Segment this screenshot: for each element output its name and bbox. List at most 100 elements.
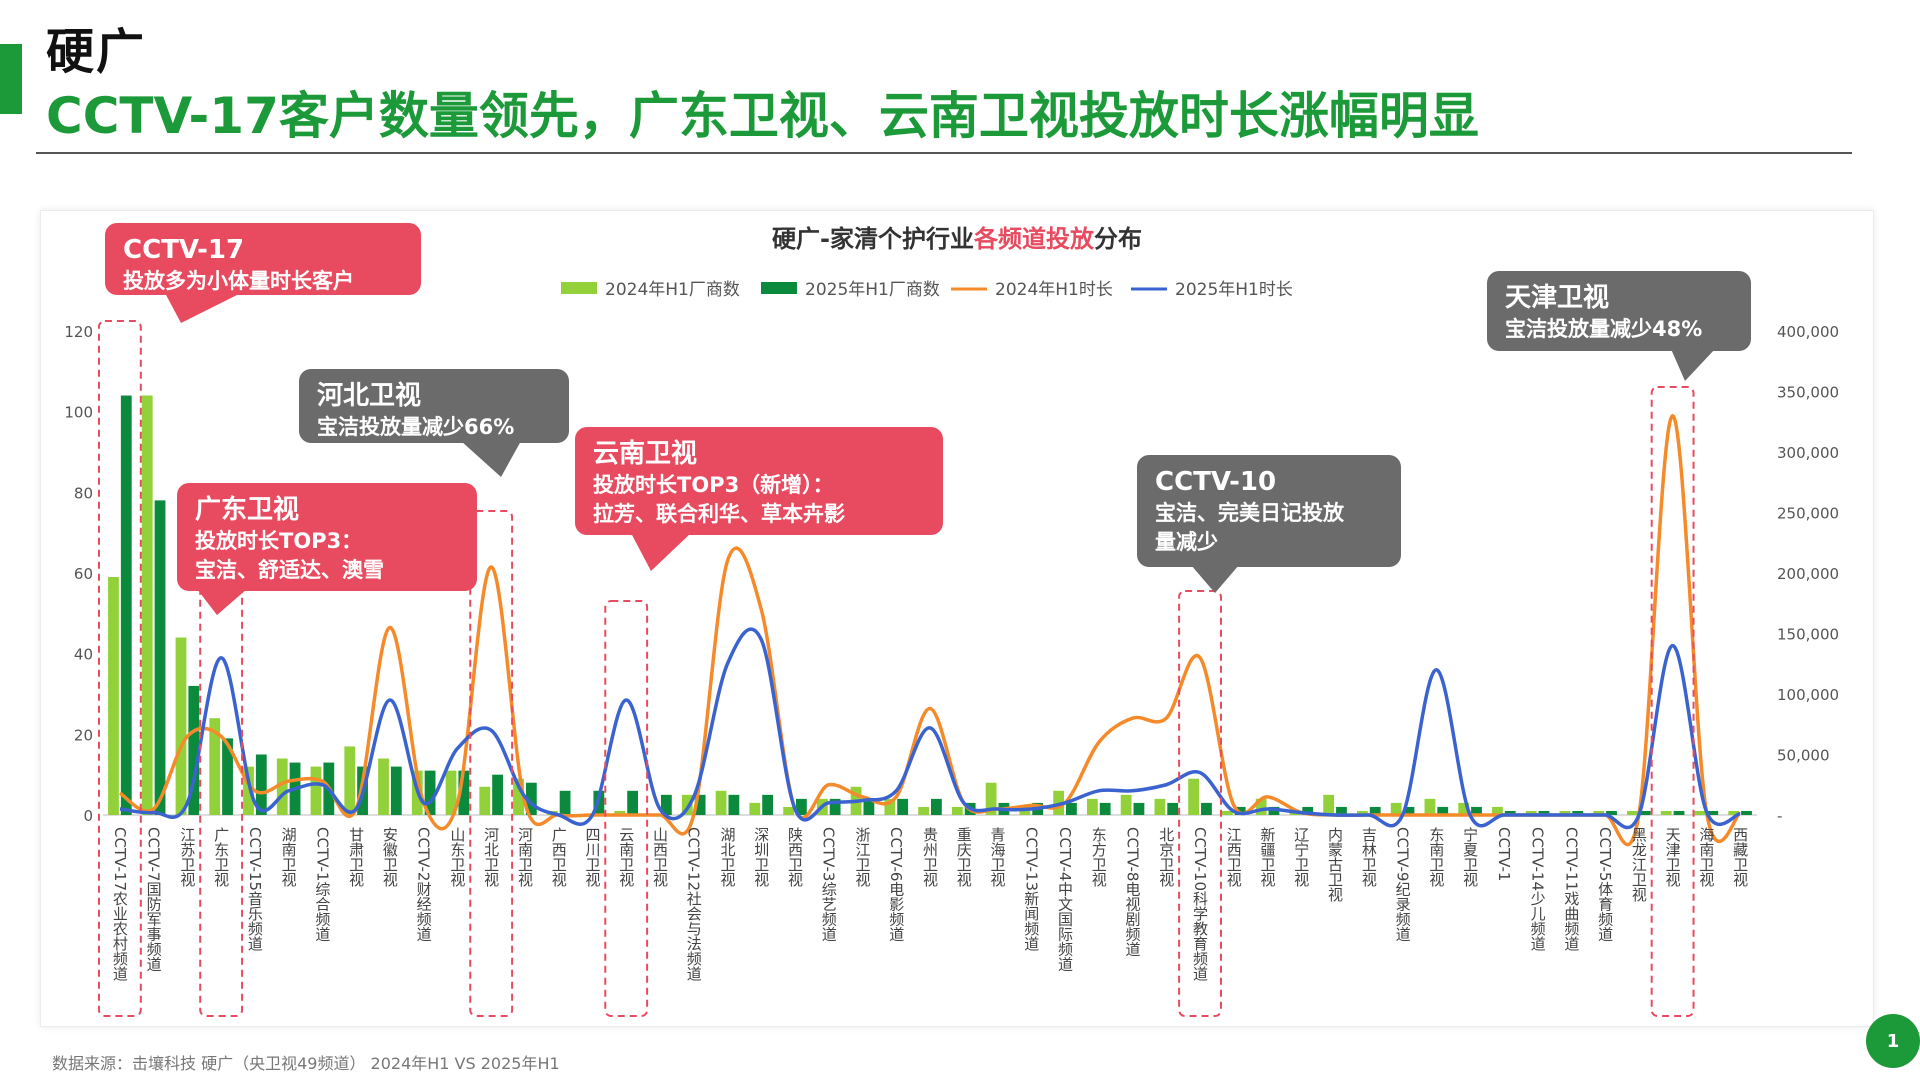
callout-guangdong: 广东卫视 投放时长TOP3： 宝洁、舒适达、澳雪 xyxy=(177,483,477,591)
header-accent-bar xyxy=(0,44,22,114)
bar-2024 xyxy=(243,766,254,815)
bar-2025 xyxy=(458,770,470,815)
page-number-badge: 1 xyxy=(1866,1014,1920,1068)
legend-label: 2024年H1时长 xyxy=(995,280,1113,300)
bar-2024 xyxy=(1694,810,1706,815)
bar-2025 xyxy=(795,798,807,815)
bar-2025 xyxy=(1707,810,1719,815)
bar-2024 xyxy=(715,790,727,815)
header-divider xyxy=(36,152,1852,154)
category-label: 东南卫视 xyxy=(1427,827,1445,888)
category-label: 湖北卫视 xyxy=(718,827,736,888)
bar-2025 xyxy=(1437,806,1449,815)
bar-2025 xyxy=(1538,810,1550,815)
callout-line: 投放时长TOP3（新增）： xyxy=(593,473,834,497)
left-axis-tick-label: 100 xyxy=(64,404,93,422)
bar-2024 xyxy=(951,806,963,815)
bar-2024 xyxy=(1086,798,1098,815)
bar-2024 xyxy=(141,395,153,815)
category-label: 四川卫视 xyxy=(583,827,601,888)
data-source-note: 数据来源：击壤科技 硬广（央卫视49频道） 2024年H1 VS 2025年H1 xyxy=(52,1054,560,1073)
bar-2024 xyxy=(918,806,929,815)
right-axis-tick-label: 250,000 xyxy=(1777,505,1839,523)
category-label: 湖南卫视 xyxy=(280,827,298,888)
bar-2025 xyxy=(660,794,672,815)
category-label: CCTV-5体育频道 xyxy=(1596,827,1614,942)
bar-2024 xyxy=(1188,778,1200,815)
callout-tail xyxy=(1671,349,1715,381)
highlight-box xyxy=(199,570,244,1017)
category-label: 山西卫视 xyxy=(651,827,669,888)
category-label: 重庆卫视 xyxy=(955,827,973,888)
bar-2024 xyxy=(445,770,457,815)
bar-2024 xyxy=(175,637,187,815)
chart-title: 硬广-家清个护行业各频道投放分布 xyxy=(772,225,1142,253)
bar-2024 xyxy=(1627,810,1638,815)
bar-2025 xyxy=(1606,810,1617,815)
bar-2024 xyxy=(1221,810,1233,815)
category-label: 广东卫视 xyxy=(212,827,230,888)
right-axis-tick-label: 350,000 xyxy=(1777,384,1839,402)
category-label: CCTV-8电视剧频道 xyxy=(1124,827,1142,957)
callout-line: 量减少 xyxy=(1155,530,1218,554)
callout-title: 天津卫视 xyxy=(1505,283,1610,313)
category-label: 吉林卫视 xyxy=(1360,827,1378,888)
legend-label: 2024年H1厂商数 xyxy=(605,280,740,300)
bar-2025 xyxy=(559,790,571,815)
bar-2025 xyxy=(1403,806,1415,815)
category-label: 江苏卫视 xyxy=(178,827,196,888)
bar-2024 xyxy=(1323,794,1335,815)
category-label: 天津卫视 xyxy=(1664,827,1682,888)
bar-2025 xyxy=(1369,806,1381,815)
bar-2024 xyxy=(985,782,997,815)
bar-2024 xyxy=(1492,806,1503,815)
category-label: CCTV-6电影频道 xyxy=(887,827,905,942)
bar-2024 xyxy=(513,778,524,815)
right-axis-tick-label: 400,000 xyxy=(1777,323,1839,341)
category-label: 广西卫视 xyxy=(550,827,568,888)
bar-2024 xyxy=(276,758,288,815)
legend-label: 2025年H1时长 xyxy=(1175,280,1293,300)
bar-2025 xyxy=(120,395,132,815)
bar-2024 xyxy=(209,718,221,815)
bar-2024 xyxy=(1120,794,1132,815)
bar-2025 xyxy=(390,766,402,815)
callout-title: 广东卫视 xyxy=(195,495,300,525)
callout-line: 拉芳、联合利华、草本卉影 xyxy=(593,502,845,526)
highlight-box xyxy=(1650,386,1695,1017)
category-label: 河南卫视 xyxy=(516,827,534,888)
bar-2024 xyxy=(344,746,356,815)
callout-line: 宝洁、舒适达、澳雪 xyxy=(195,558,384,582)
bar-2025 xyxy=(154,500,166,815)
callout-line: 宝洁投放量减少48% xyxy=(1505,317,1703,341)
bar-2024 xyxy=(1728,810,1740,815)
bar-2025 xyxy=(1234,806,1246,815)
bar-2024 xyxy=(1559,810,1571,815)
callout-tail xyxy=(631,533,691,571)
category-label: 甘肃卫视 xyxy=(347,827,365,888)
category-label: CCTV-1综合频道 xyxy=(313,827,331,942)
category-label: 浙江卫视 xyxy=(853,827,871,888)
callout-title: 云南卫视 xyxy=(593,439,698,469)
bar-2024 xyxy=(479,786,491,815)
bar-2025 xyxy=(897,798,909,815)
callout-tail xyxy=(1191,565,1239,593)
channel-distribution-chart: 硬广-家清个护行业各频道投放分布 2024年H1厂商数 2025年H1厂商数 2024… xyxy=(64,225,1839,1017)
highlight-box xyxy=(604,600,649,1017)
bar-2025 xyxy=(1201,802,1212,815)
category-label: 辽宁卫视 xyxy=(1292,827,1310,888)
callout-cctv10: CCTV-10 宝洁、完美日记投放 量减少 xyxy=(1137,455,1401,567)
left-axis-tick-label: 20 xyxy=(74,726,93,744)
callout-tail xyxy=(461,441,521,477)
bar-2024 xyxy=(1525,810,1537,815)
callout-title: CCTV-10 xyxy=(1155,467,1277,497)
bar-2024 xyxy=(1458,802,1470,815)
right-axis-tick-label: 300,000 xyxy=(1777,444,1839,462)
bar-2024 xyxy=(1154,798,1166,815)
bar-2024 xyxy=(310,766,322,815)
right-axis-tick-label: 100,000 xyxy=(1777,686,1839,704)
bar-2025 xyxy=(1336,806,1347,815)
bar-2025 xyxy=(1133,802,1145,815)
chart-title-part: 分布 xyxy=(1094,225,1142,253)
bar-2025 xyxy=(492,774,503,815)
